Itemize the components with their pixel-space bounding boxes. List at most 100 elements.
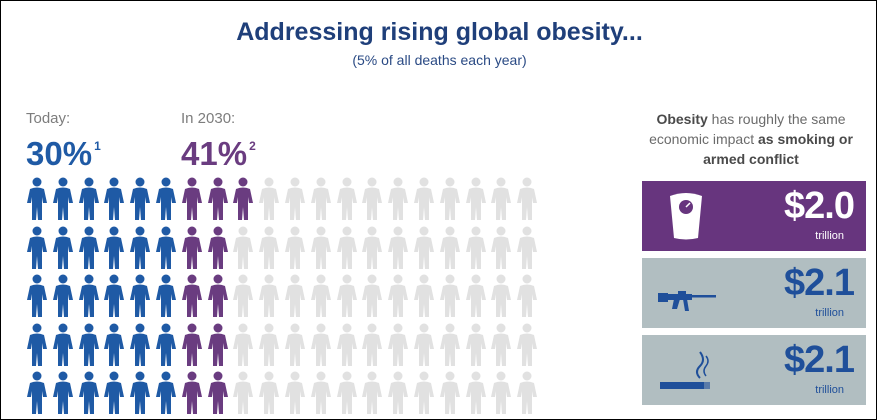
person-icon-gray [258,323,280,372]
person-icon-gray [232,323,254,372]
person-icon-gray [439,226,461,275]
person-icon-purple [232,177,254,226]
person-icon-gray [413,274,435,323]
person-icon-gray [284,371,306,420]
person-icon-blue [78,371,100,420]
person-icon-gray [232,371,254,420]
person-icon-gray [516,274,538,323]
person-icon-gray [232,274,254,323]
person-icon-gray [465,177,487,226]
person-icon-gray [258,274,280,323]
person-icon-blue [78,226,100,275]
person-icon-blue [103,274,125,323]
person-icon-gray [387,177,409,226]
person-icon-blue [26,371,48,420]
person-icon-gray [361,177,383,226]
person-icon-purple [207,274,229,323]
person-icon-gray [336,371,358,420]
person-icon-gray [413,177,435,226]
person-icon-blue [155,177,177,226]
today-label: Today: [26,110,71,127]
person-icon-blue [26,323,48,372]
rifle-icon [658,291,716,311]
armed-conflict-amount: $2.1 [784,262,855,304]
person-icon-blue [26,274,48,323]
person-icon-gray [490,323,512,372]
person-icon-gray [465,371,487,420]
today-percent: 30% [26,135,93,172]
person-icon-blue [52,274,74,323]
person-icon-blue [103,371,125,420]
person-icon-purple [207,323,229,372]
today-value: 30% 1 [26,135,101,173]
obesity-amount: $2.0 [784,185,855,227]
person-icon-gray [387,226,409,275]
person-icon-blue [129,323,151,372]
person-icon-gray [310,323,332,372]
person-icon-gray [490,226,512,275]
future-percent: 41% [181,135,248,172]
person-icon-gray [361,274,383,323]
person-icon-gray [336,177,358,226]
page-subtitle: (5% of all deaths each year) [352,52,527,68]
person-icon-purple [207,226,229,275]
person-icon-blue [103,226,125,275]
comparison-intro: Obesity has roughly the same economic im… [631,109,871,169]
person-icon-gray [310,274,332,323]
person-icon-blue [129,371,151,420]
person-icon-purple [207,371,229,420]
person-icon-gray [361,226,383,275]
person-icon-gray [284,274,306,323]
person-icon-blue [78,323,100,372]
person-icon-gray [336,226,358,275]
person-icon-gray [336,323,358,372]
person-icon-gray [413,226,435,275]
person-icon-blue [52,177,74,226]
person-icon-gray [413,371,435,420]
today-footnote: 1 [94,139,101,153]
person-icon-blue [26,177,48,226]
person-icon-blue [129,226,151,275]
person-icon-gray [258,226,280,275]
future-value: 41% 2 [181,135,256,173]
obesity-cost-card: $2.0 trillion [642,181,866,251]
person-icon-blue [52,226,74,275]
intro-text-1: has roughly the same economic impact [649,111,846,147]
person-icon-gray [387,323,409,372]
person-icon-gray [490,371,512,420]
person-icon-blue [52,323,74,372]
smoking-unit: trillion [815,384,844,396]
person-icon-purple [181,371,203,420]
person-icon-blue [26,226,48,275]
person-icon-blue [78,177,100,226]
person-icon-gray [387,371,409,420]
smoking-amount: $2.1 [784,339,855,381]
person-icon-gray [465,323,487,372]
scale-icon [670,193,702,240]
page-title: Addressing rising global obesity... [236,18,643,46]
person-icon-purple [181,323,203,372]
intro-bold-2: as smoking or armed conflict [703,131,853,167]
person-icon-blue [103,177,125,226]
armed-conflict-cost-card: $2.1 trillion [642,258,866,328]
intro-bold-1: Obesity [656,111,708,127]
person-icon-gray [413,323,435,372]
person-icon-purple [207,177,229,226]
person-icon-gray [516,323,538,372]
person-icon-blue [155,323,177,372]
person-icon-blue [155,226,177,275]
person-icon-gray [465,226,487,275]
person-icon-gray [516,177,538,226]
person-icon-blue [103,323,125,372]
person-icon-gray [310,371,332,420]
person-icon-gray [361,371,383,420]
obesity-unit: trillion [815,230,844,242]
armed-conflict-unit: trillion [815,307,844,319]
person-icon-blue [155,274,177,323]
person-icon-blue [155,371,177,420]
future-label: In 2030: [181,110,236,127]
future-footnote: 2 [249,139,256,153]
person-icon-gray [516,371,538,420]
person-icon-gray [516,226,538,275]
